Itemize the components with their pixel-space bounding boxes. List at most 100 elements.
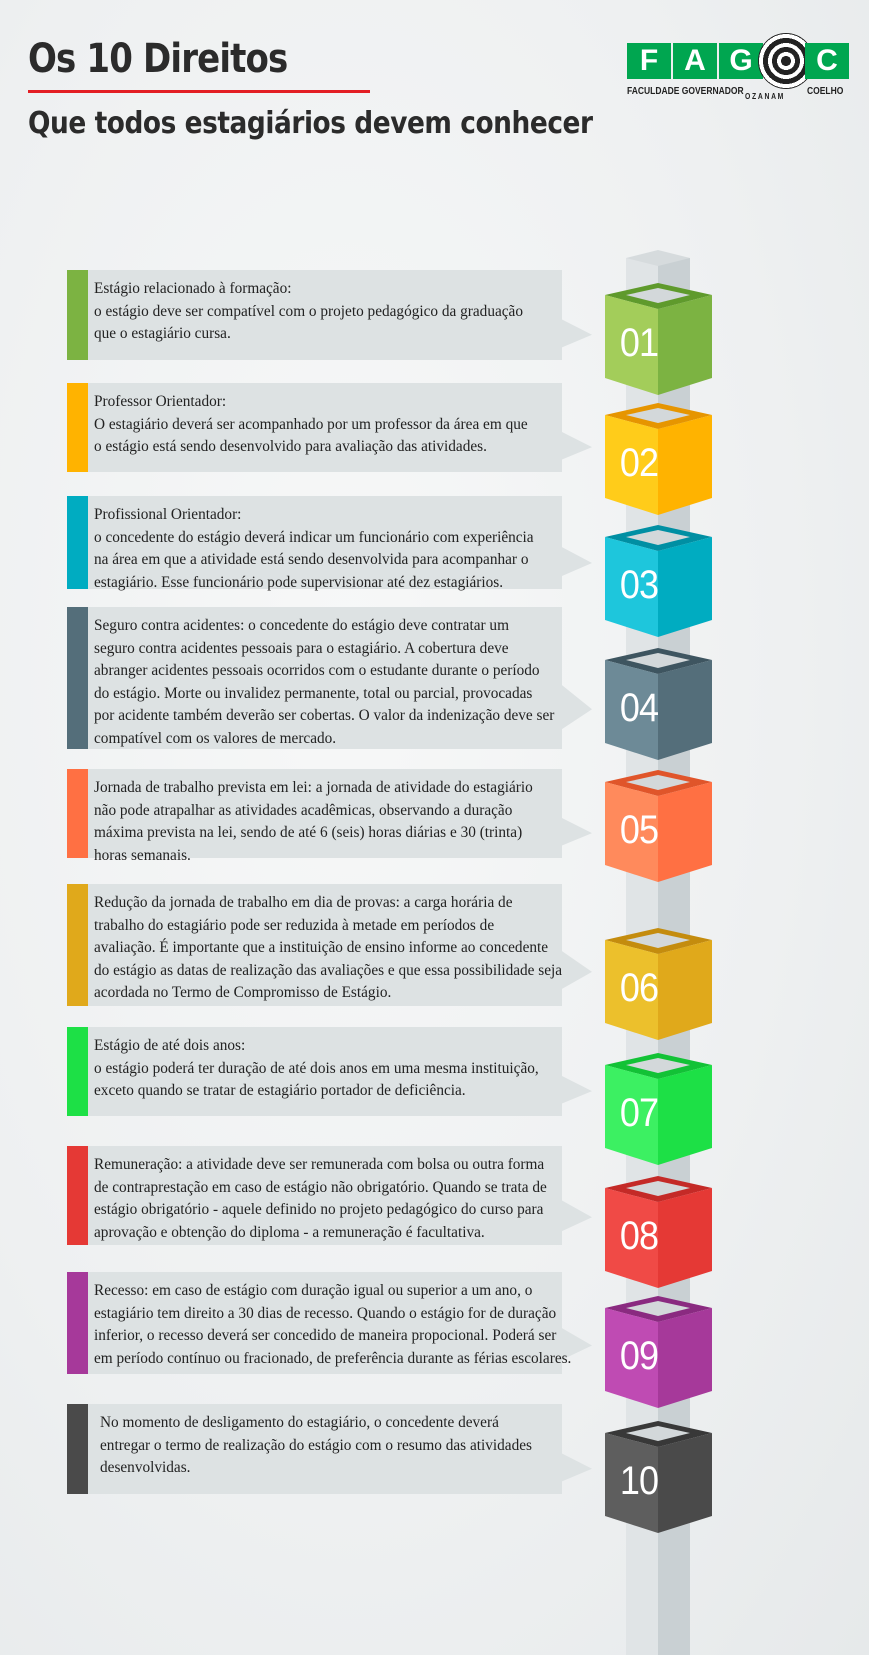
item-number: 02 [619, 441, 659, 485]
number-cube-03: 03 [605, 525, 712, 637]
item-number: 06 [619, 966, 659, 1010]
item-number: 10 [619, 1459, 659, 1503]
number-cube-10: 10 [605, 1421, 712, 1533]
color-bar [67, 1146, 88, 1245]
cube-left-face [605, 415, 658, 515]
card-line: compatível com os valores de mercado. [94, 729, 337, 747]
item-number: 03 [619, 563, 659, 607]
card-background [67, 270, 592, 360]
fagoc-logo: F A G C FACULDADE GOVERNADOR OZANAM COEL… [627, 33, 849, 102]
card-line: estagiário. Esse funcionário pode superv… [94, 573, 504, 591]
card-line: abranger acidentes pessoais ocorridos co… [94, 662, 540, 680]
card-background [67, 496, 592, 589]
color-bar [67, 1027, 88, 1116]
card-line: inferior, o recesso deverá ser concedido… [94, 1327, 557, 1345]
card-text: Redução da jornada de trabalho em dia de… [67, 884, 592, 1013]
card-background [67, 1027, 592, 1116]
right-card-07: Estágio de até dois anos: o estágio poder… [67, 1027, 592, 1116]
logo-letter: C [805, 43, 849, 79]
card-line: em período contínuo ou fracionado, de pr… [94, 1349, 572, 1367]
card-text: Professor Orientador: O estagiário deverá… [67, 383, 592, 467]
card-line: O estagiário deverá ser acompanhado por … [94, 415, 528, 433]
card-line: o estágio está sendo desenvolvido para a… [94, 438, 487, 456]
right-card-09: Recesso: em caso de estágio com duração … [67, 1272, 592, 1374]
card-line: Profissional Orientador: [94, 506, 242, 523]
logo-letter: G [719, 43, 763, 79]
logo-caption-left: FACULDADE GOVERNADOR [627, 86, 744, 97]
right-card-05: Jornada de trabalho prevista em lei: a j… [67, 769, 592, 864]
card-line: desenvolvidas. [100, 1459, 191, 1477]
number-cube-01: 01 [605, 283, 712, 395]
card-text: No momento de desligamento do estagiário… [67, 1404, 592, 1488]
cube-right-face [658, 537, 712, 637]
card-line: Jornada de trabalho prevista em lei: a j… [94, 779, 533, 796]
card-line: trabalho do estagiário pode ser reduzida… [94, 916, 495, 934]
card-line: de contraprestação em caso de estágio nã… [94, 1178, 547, 1196]
item-number: 09 [619, 1334, 659, 1378]
number-cube-06: 06 [605, 928, 712, 1040]
number-cube-05: 05 [605, 770, 712, 882]
item-number: 05 [619, 808, 659, 852]
item-number: 01 [619, 321, 659, 365]
cube-left-face [605, 295, 658, 395]
cube-right-face [658, 1433, 712, 1533]
cube-left-face [605, 537, 658, 637]
item-number: 07 [619, 1091, 659, 1135]
cube-right-face [658, 1065, 712, 1165]
cube-left-face [605, 1065, 658, 1165]
color-bar [67, 496, 88, 589]
card-line: exceto quando se tratar de estagiário po… [94, 1082, 466, 1100]
card-line: aprovação e obtenção do diploma - a remu… [94, 1223, 485, 1241]
cube-right-face [658, 1188, 712, 1288]
card-text: Recesso: em caso de estágio com duração … [67, 1272, 592, 1378]
cube-left-face [605, 1308, 658, 1408]
card-line: do estágio as datas de realização das av… [94, 961, 563, 979]
card-line: avaliação. É importante que a instituiçã… [94, 939, 549, 957]
cube-right-face [658, 1308, 712, 1408]
card-line: não pode atrapalhar as atividades acadêm… [94, 801, 513, 819]
color-bar [67, 383, 88, 472]
cube-left-face [605, 660, 658, 760]
card-background [67, 607, 592, 749]
page-title: Os 10 Direitos [28, 36, 288, 82]
cube-left-face [605, 940, 658, 1040]
cube-right-face [658, 295, 712, 395]
card-text: Seguro contra acidentes: o concedente do… [67, 607, 592, 759]
card-line: por acidente também deverão ser cobertas… [94, 707, 555, 725]
right-card-03: Profissional Orientador: o concedente do … [67, 496, 592, 591]
card-line: o estágio deve ser compatível com o proj… [94, 302, 523, 320]
card-line: seguro contra acidentes pessoais para o … [94, 639, 509, 657]
card-background [67, 1404, 592, 1494]
color-bar [67, 270, 88, 360]
logo-letter: A [673, 43, 717, 79]
card-line: horas semanais. [94, 846, 191, 864]
item-number: 08 [619, 1214, 659, 1258]
color-bar [67, 769, 88, 858]
card-background [67, 1272, 592, 1374]
cube-left-face [605, 1433, 658, 1533]
color-bar [67, 1404, 88, 1494]
title-underline [28, 90, 370, 93]
card-line: Professor Orientador: [94, 393, 227, 410]
cube-left-face [605, 782, 658, 882]
cube-right-face [658, 940, 712, 1040]
card-line: No momento de desligamento do estagiário… [100, 1414, 499, 1431]
card-line: estágio obrigatório - aquele definido no… [94, 1201, 544, 1219]
card-text: Jornada de trabalho prevista em lei: a j… [67, 769, 592, 875]
card-background [67, 884, 592, 1006]
card-line: do estágio. Morte ou invalidez permanent… [94, 684, 533, 702]
card-line: Remuneração: a atividade deve ser remune… [94, 1156, 545, 1173]
card-line: Recesso: em caso de estágio com duração … [94, 1282, 533, 1299]
right-card-10: No momento de desligamento do estagiário… [67, 1404, 592, 1494]
color-bar [67, 884, 88, 1006]
number-cube-07: 07 [605, 1053, 712, 1165]
card-background [67, 383, 592, 472]
logo-caption-right: COELHO [807, 86, 844, 97]
cube-right-face [658, 660, 712, 760]
card-line: estagiário tem direito a 30 dias de rece… [94, 1304, 557, 1322]
card-line: que o estagiário cursa. [94, 325, 231, 343]
card-background [67, 769, 592, 858]
target-icon [758, 33, 814, 89]
card-line: entregar o termo de realização do estági… [100, 1436, 532, 1454]
card-text: Estágio de até dois anos: o estágio poder… [67, 1027, 592, 1111]
